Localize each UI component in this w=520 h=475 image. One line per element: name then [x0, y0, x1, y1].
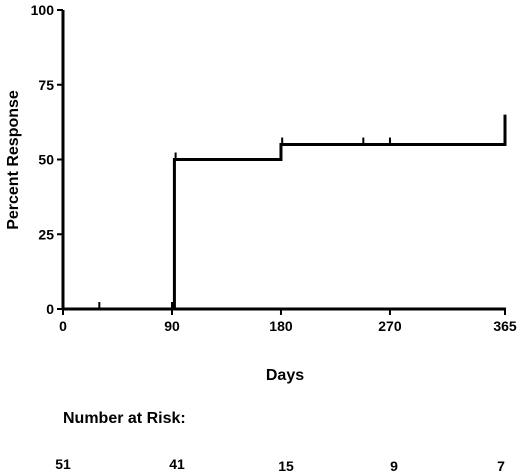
ticks: 0 25 50 75 100 0 90 180 270 365 — [31, 2, 517, 334]
x-tick-label-3: 270 — [378, 318, 402, 334]
number-at-risk-title: Number at Risk: — [63, 410, 186, 427]
x-tick-label-2: 180 — [269, 318, 293, 334]
chart: 0 25 50 75 100 0 90 180 270 365 Days Percent Resp… — [5, 2, 517, 384]
risk-value-0: 51 — [55, 456, 71, 472]
risk-value-180: 15 — [278, 458, 294, 474]
risk-value-270: 9 — [390, 458, 398, 474]
step-line — [63, 114, 507, 311]
risk-value-365: 7 — [497, 458, 505, 474]
x-axis-title: Days — [266, 367, 304, 384]
step-series-line — [63, 114, 507, 311]
y-tick-label-1: 25 — [38, 226, 54, 242]
y-tick-label-3: 75 — [38, 77, 54, 93]
y-axis-title: Percent Response — [5, 90, 22, 230]
axes — [61, 10, 506, 311]
y-tick-label-0: 0 — [46, 301, 54, 317]
risk-value-90: 41 — [169, 456, 185, 472]
x-tick-label-4: 365 — [493, 318, 517, 334]
x-tick-label-1: 90 — [164, 318, 180, 334]
censor-marks — [98, 137, 391, 309]
y-tick-label-2: 50 — [38, 152, 54, 168]
y-tick-label-4: 100 — [31, 2, 55, 18]
x-tick-label-0: 0 — [59, 318, 67, 334]
